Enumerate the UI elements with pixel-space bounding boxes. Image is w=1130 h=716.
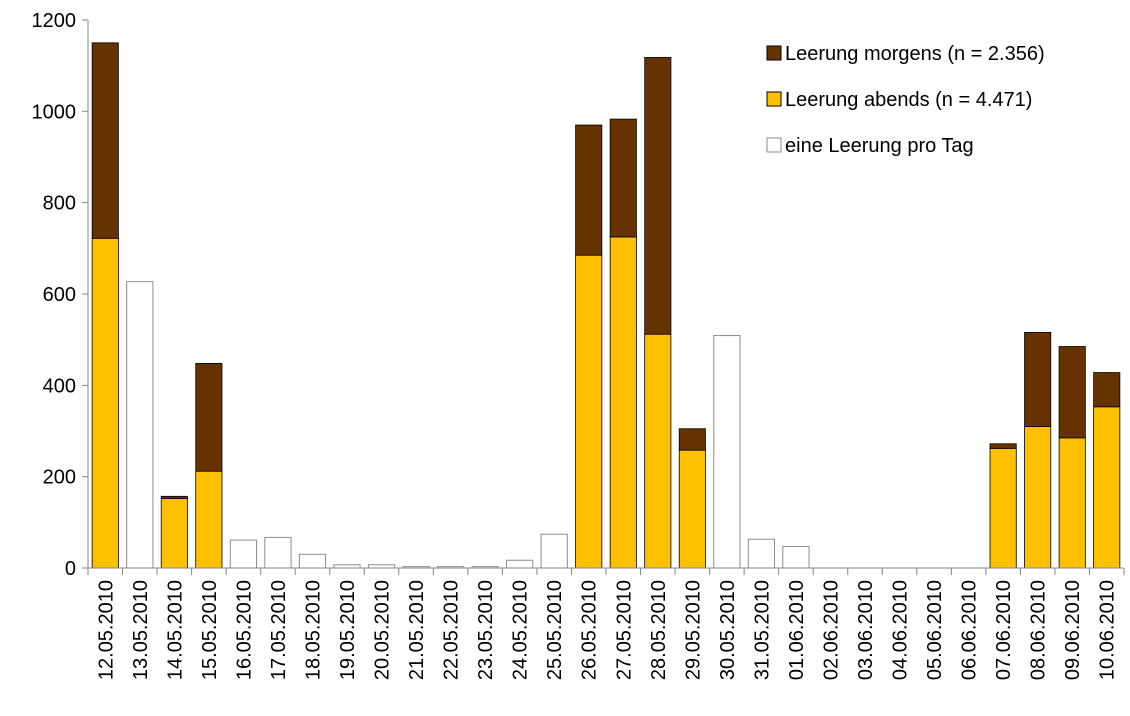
x-tick-label-9: 21.05.2010 [406,580,428,680]
bar-segment-2-19 [747,538,776,569]
legend-label-0: Leerung morgens (n = 2.356) [785,43,1045,65]
bar-segment-2-20 [782,546,810,569]
legend-swatch-2 [766,137,782,153]
bar-segment-0-15 [609,236,637,569]
x-tick-label-26: 07.06.2010 [993,580,1015,680]
bar-segment-1-3 [195,363,223,472]
bar-segment-1-27 [1024,331,1052,427]
x-tick-label-8: 20.05.2010 [372,580,394,680]
bar-segment-0-2 [160,498,188,569]
bar-segment-2-5 [264,536,292,569]
x-tick-label-20: 01.06.2010 [786,580,808,680]
bar-segment-0-26 [989,447,1017,569]
x-tick-label-2: 14.05.2010 [164,580,186,680]
legend-swatch-0 [766,45,782,61]
bar-segment-2-6 [298,553,327,569]
bar-segment-0-14 [575,254,603,569]
y-tick-label-0: 0 [65,558,76,580]
y-tick-label-2: 400 [43,375,76,397]
y-tick-label-3: 600 [43,284,76,306]
y-tick-label-4: 800 [43,193,76,215]
bar-segment-0-3 [195,470,223,569]
tick-labels-layer: 0 200 400 600 800 1000 1200 12.05.2010 13.05.201… [32,10,1119,680]
legend-label-2: eine Leerung pro Tag [785,135,974,157]
y-tick-label-5: 1000 [32,101,77,123]
x-tick-label-1: 13.05.2010 [130,580,152,680]
y-tick-label-1: 200 [43,467,76,489]
bar-segment-2-12 [506,559,534,569]
x-tick-label-16: 28.05.2010 [648,580,670,680]
bar-segment-0-17 [678,449,706,569]
x-tick-label-25: 06.06.2010 [959,580,981,680]
x-tick-label-0: 12.05.2010 [95,580,117,680]
bars-layer [91,42,1121,569]
x-tick-label-12: 24.05.2010 [510,580,532,680]
x-tick-label-19: 31.05.2010 [751,580,773,680]
bar-segment-1-17 [678,428,706,451]
bar-segment-0-29 [1093,406,1121,569]
x-tick-label-18: 30.05.2010 [717,580,739,680]
bar-segment-1-14 [575,124,603,256]
bar-segment-1-0 [91,42,119,239]
x-tick-label-27: 08.06.2010 [1028,580,1050,680]
x-tick-label-29: 10.06.2010 [1097,580,1119,680]
bar-segment-1-29 [1093,372,1121,408]
x-tick-label-6: 18.05.2010 [302,580,324,680]
x-tick-label-15: 27.05.2010 [613,580,635,680]
x-tick-label-23: 04.06.2010 [890,580,912,680]
bar-segment-0-27 [1024,426,1052,569]
x-tick-label-24: 05.06.2010 [924,580,946,680]
legend: Leerung morgens (n = 2.356) Leerung abend… [766,43,1045,157]
bar-segment-0-28 [1058,437,1086,569]
bar-segment-2-4 [229,539,258,569]
bar-segment-0-16 [644,333,672,569]
x-tick-label-28: 09.06.2010 [1062,580,1084,680]
bar-segment-2-1 [126,281,154,569]
bar-segment-1-26 [989,443,1017,449]
bar-segment-1-2 [160,495,188,499]
x-tick-label-7: 19.05.2010 [337,580,359,680]
x-tick-label-13: 25.05.2010 [544,580,566,680]
axes-layer [82,19,1125,575]
x-tick-label-22: 03.06.2010 [855,580,877,680]
bar-segment-2-18 [713,335,741,569]
x-tick-label-14: 26.05.2010 [579,580,601,680]
legend-swatch-1 [766,91,782,107]
y-tick-label-6: 1200 [32,10,77,32]
x-tick-label-17: 29.05.2010 [682,580,704,680]
bar-segment-1-15 [609,118,637,238]
bar-segment-0-0 [91,237,119,569]
x-tick-label-3: 15.05.2010 [199,580,221,680]
x-tick-label-21: 02.06.2010 [820,580,842,680]
bar-segment-1-28 [1058,346,1086,439]
x-tick-label-4: 16.05.2010 [233,580,255,680]
x-tick-label-11: 23.05.2010 [475,580,497,680]
x-tick-label-10: 22.05.2010 [441,580,463,680]
legend-label-1: Leerung abends (n = 4.471) [785,89,1032,111]
bar-segment-1-16 [644,57,672,335]
x-tick-label-5: 17.05.2010 [268,580,290,680]
bar-segment-2-13 [540,533,568,569]
